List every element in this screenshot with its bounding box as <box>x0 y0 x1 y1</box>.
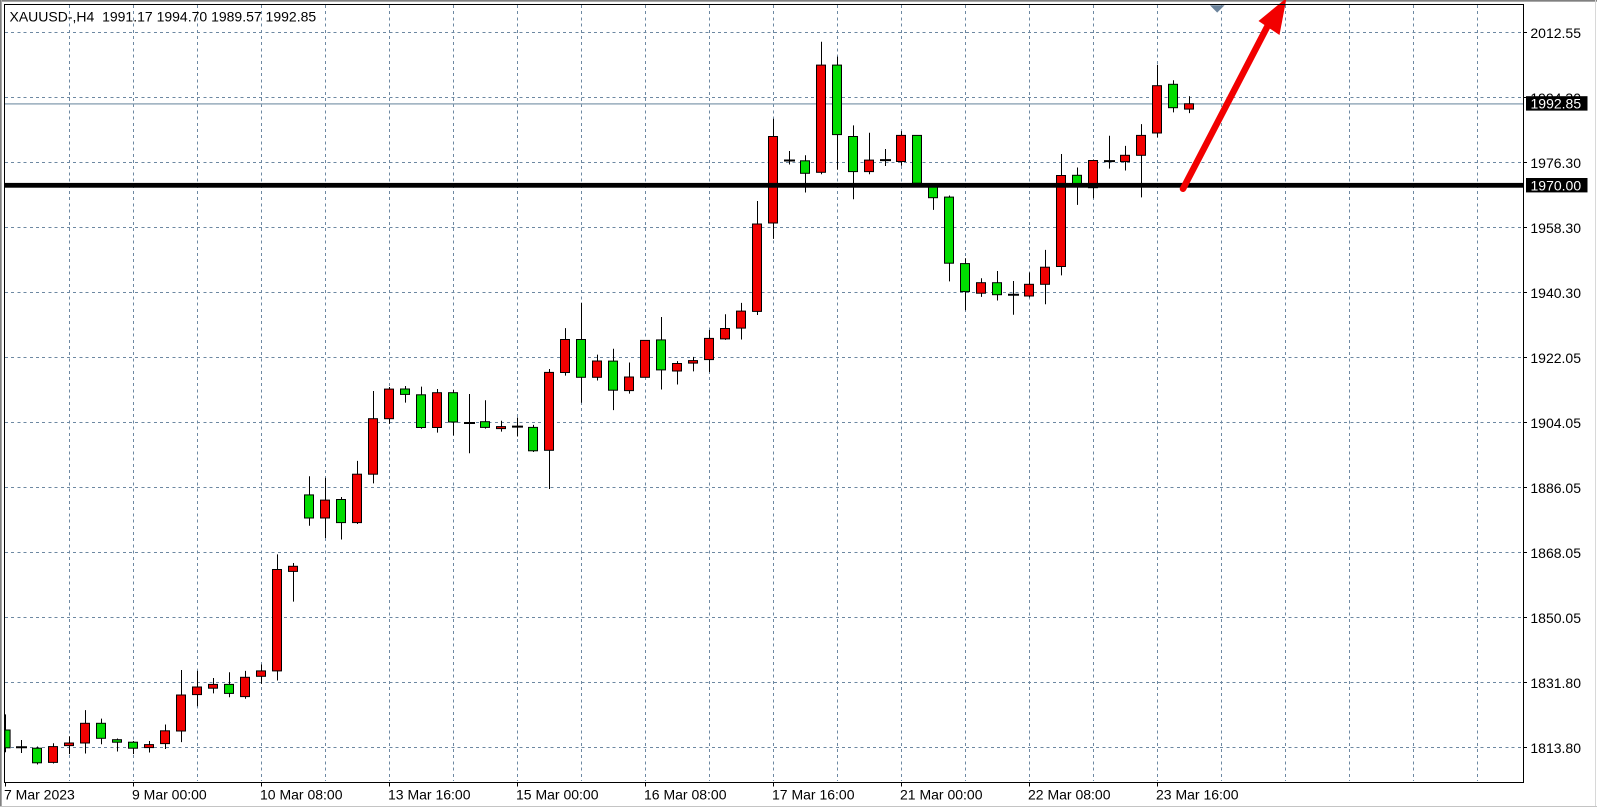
svg-text:10 Mar 08:00: 10 Mar 08:00 <box>260 787 343 803</box>
svg-text:1868.05: 1868.05 <box>1530 545 1581 561</box>
svg-text:1958.30: 1958.30 <box>1530 220 1581 236</box>
svg-text:1850.05: 1850.05 <box>1530 610 1581 626</box>
svg-text:23 Mar 16:00: 23 Mar 16:00 <box>1156 787 1239 803</box>
svg-text:1904.05: 1904.05 <box>1530 415 1581 431</box>
svg-text:1976.30: 1976.30 <box>1530 155 1581 171</box>
svg-text:15 Mar 00:00: 15 Mar 00:00 <box>516 787 599 803</box>
svg-text:21 Mar 00:00: 21 Mar 00:00 <box>900 787 983 803</box>
svg-text:2012.55: 2012.55 <box>1530 25 1581 41</box>
svg-text:7 Mar 2023: 7 Mar 2023 <box>4 787 75 803</box>
svg-text:XAUUSD-,H4 1991.17 1994.70 19: XAUUSD-,H4 1991.17 1994.70 1989.57 1992.… <box>10 9 317 25</box>
svg-text:13 Mar 16:00: 13 Mar 16:00 <box>388 787 471 803</box>
svg-text:1886.05: 1886.05 <box>1530 480 1581 496</box>
svg-text:1922.05: 1922.05 <box>1530 350 1581 366</box>
svg-text:17 Mar 16:00: 17 Mar 16:00 <box>772 787 855 803</box>
svg-text:1992.85: 1992.85 <box>1531 95 1582 111</box>
svg-text:1813.80: 1813.80 <box>1530 740 1581 756</box>
svg-text:1970.00: 1970.00 <box>1531 177 1582 193</box>
svg-text:9 Mar 00:00: 9 Mar 00:00 <box>132 787 207 803</box>
svg-text:22 Mar 08:00: 22 Mar 08:00 <box>1028 787 1111 803</box>
svg-text:1831.80: 1831.80 <box>1530 675 1581 691</box>
svg-text:1940.30: 1940.30 <box>1530 285 1581 301</box>
svg-text:16 Mar 08:00: 16 Mar 08:00 <box>644 787 727 803</box>
